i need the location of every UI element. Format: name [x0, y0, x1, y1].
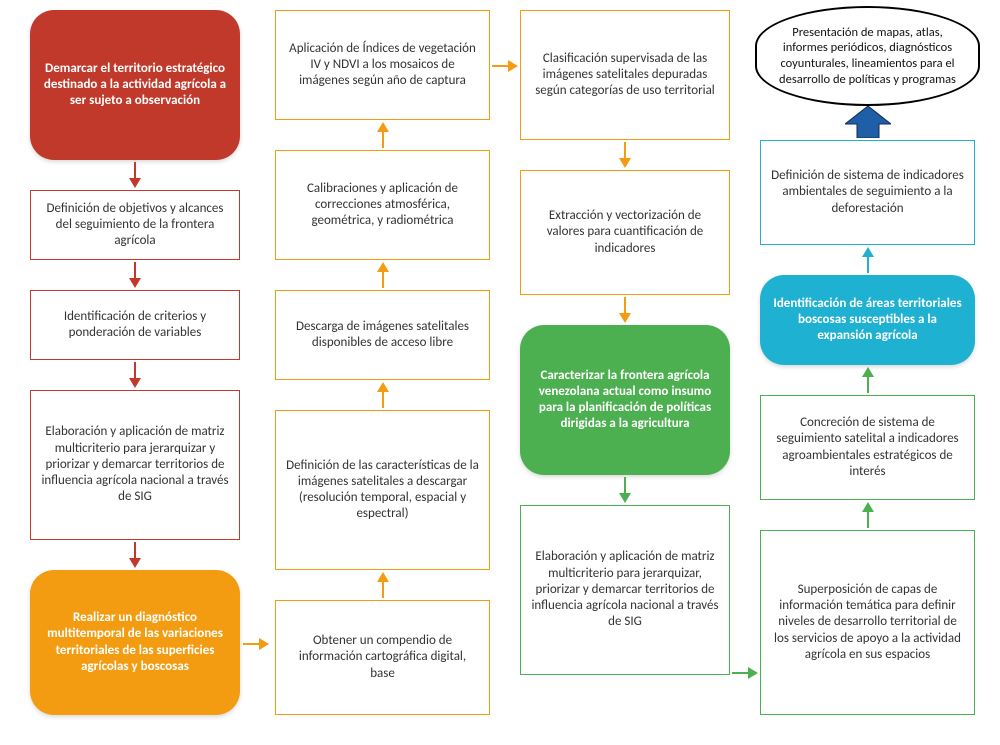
arrow-g-1	[617, 477, 633, 508]
box-o4-text: Calibraciones y aplicación de correccion…	[286, 181, 479, 230]
box-o6: Clasificación supervisada de las imágene…	[520, 10, 730, 140]
arrow-red-3	[127, 362, 143, 393]
arrow-orange-right	[243, 636, 269, 657]
arrow-g-2	[860, 502, 876, 533]
oval-output: Presentación de mapas, atlas, informes p…	[755, 6, 980, 106]
pill-red: Demarcar el territorio estratégico desti…	[30, 10, 240, 160]
box-g3-text: Concreción de sistema de seguimiento sat…	[771, 415, 964, 480]
arrow-g-right	[732, 665, 758, 686]
box-r2: Identificación de criterios y ponderació…	[30, 290, 240, 360]
arrow-o-right-top	[492, 58, 518, 79]
pill-green: Caracterizar la frontera agrícola venezo…	[520, 325, 730, 475]
box-o1: Obtener un compendio de información cart…	[275, 600, 490, 715]
box-r1: Definición de objetivos y alcances del s…	[30, 190, 240, 260]
oval-text: Presentación de mapas, atlas, informes p…	[777, 25, 958, 88]
box-r3-text: Elaboración y aplicación de matriz multi…	[41, 424, 229, 505]
box-o6-text: Clasificación supervisada de las imágene…	[531, 51, 719, 100]
arrow-o-4	[375, 122, 391, 153]
box-g2: Superposición de capas de información te…	[760, 530, 975, 715]
box-o5-text: Aplicación de Índices de vegetación IV y…	[286, 41, 479, 90]
box-o3-text: Descarga de imágenes satelitales disponi…	[286, 319, 479, 352]
box-o1-text: Obtener un compendio de información cart…	[286, 633, 479, 682]
box-o7-text: Extracción y vectorización de valores pa…	[531, 208, 719, 257]
pill-orange-text: Realizar un diagnóstico multitemporal de…	[40, 610, 230, 675]
arrow-o-5	[617, 142, 633, 173]
arrow-o-3	[375, 262, 391, 293]
box-g3: Concreción de sistema de seguimiento sat…	[760, 395, 975, 500]
box-g1-text: Elaboración y aplicación de matriz multi…	[531, 549, 719, 630]
pill-red-text: Demarcar el territorio estratégico desti…	[40, 61, 230, 110]
arrow-c-1	[860, 247, 876, 278]
box-o4: Calibraciones y aplicación de correccion…	[275, 150, 490, 260]
arrow-red-4	[127, 542, 143, 573]
big-arrow-up	[845, 106, 891, 138]
arrow-g-3	[860, 367, 876, 398]
box-r3: Elaboración y aplicación de matriz multi…	[30, 390, 240, 540]
box-o5: Aplicación de Índices de vegetación IV y…	[275, 10, 490, 120]
arrow-red-2	[127, 262, 143, 293]
pill-cyan-text: Identificación de áreas territoriales bo…	[770, 296, 965, 345]
pill-cyan: Identificación de áreas territoriales bo…	[760, 275, 975, 365]
box-r1-text: Definición de objetivos y alcances del s…	[41, 201, 229, 250]
arrow-o-1	[375, 572, 391, 603]
box-r2-text: Identificación de criterios y ponderació…	[41, 309, 229, 342]
pill-green-text: Caracterizar la frontera agrícola venezo…	[530, 368, 720, 433]
box-c1: Definición de sistema de indicadores amb…	[760, 140, 975, 245]
box-o2: Definición de las características de la …	[275, 410, 490, 570]
arrow-o-6	[617, 297, 633, 328]
arrow-red-1	[127, 162, 143, 193]
box-o2-text: Definición de las características de la …	[286, 458, 479, 523]
box-o7: Extracción y vectorización de valores pa…	[520, 170, 730, 295]
box-o3: Descarga de imágenes satelitales disponi…	[275, 290, 490, 380]
arrow-o-2	[375, 382, 391, 413]
box-g2-text: Superposición de capas de información te…	[771, 582, 964, 663]
box-c1-text: Definición de sistema de indicadores amb…	[771, 168, 964, 217]
pill-orange: Realizar un diagnóstico multitemporal de…	[30, 570, 240, 715]
box-g1: Elaboración y aplicación de matriz multi…	[520, 505, 730, 675]
